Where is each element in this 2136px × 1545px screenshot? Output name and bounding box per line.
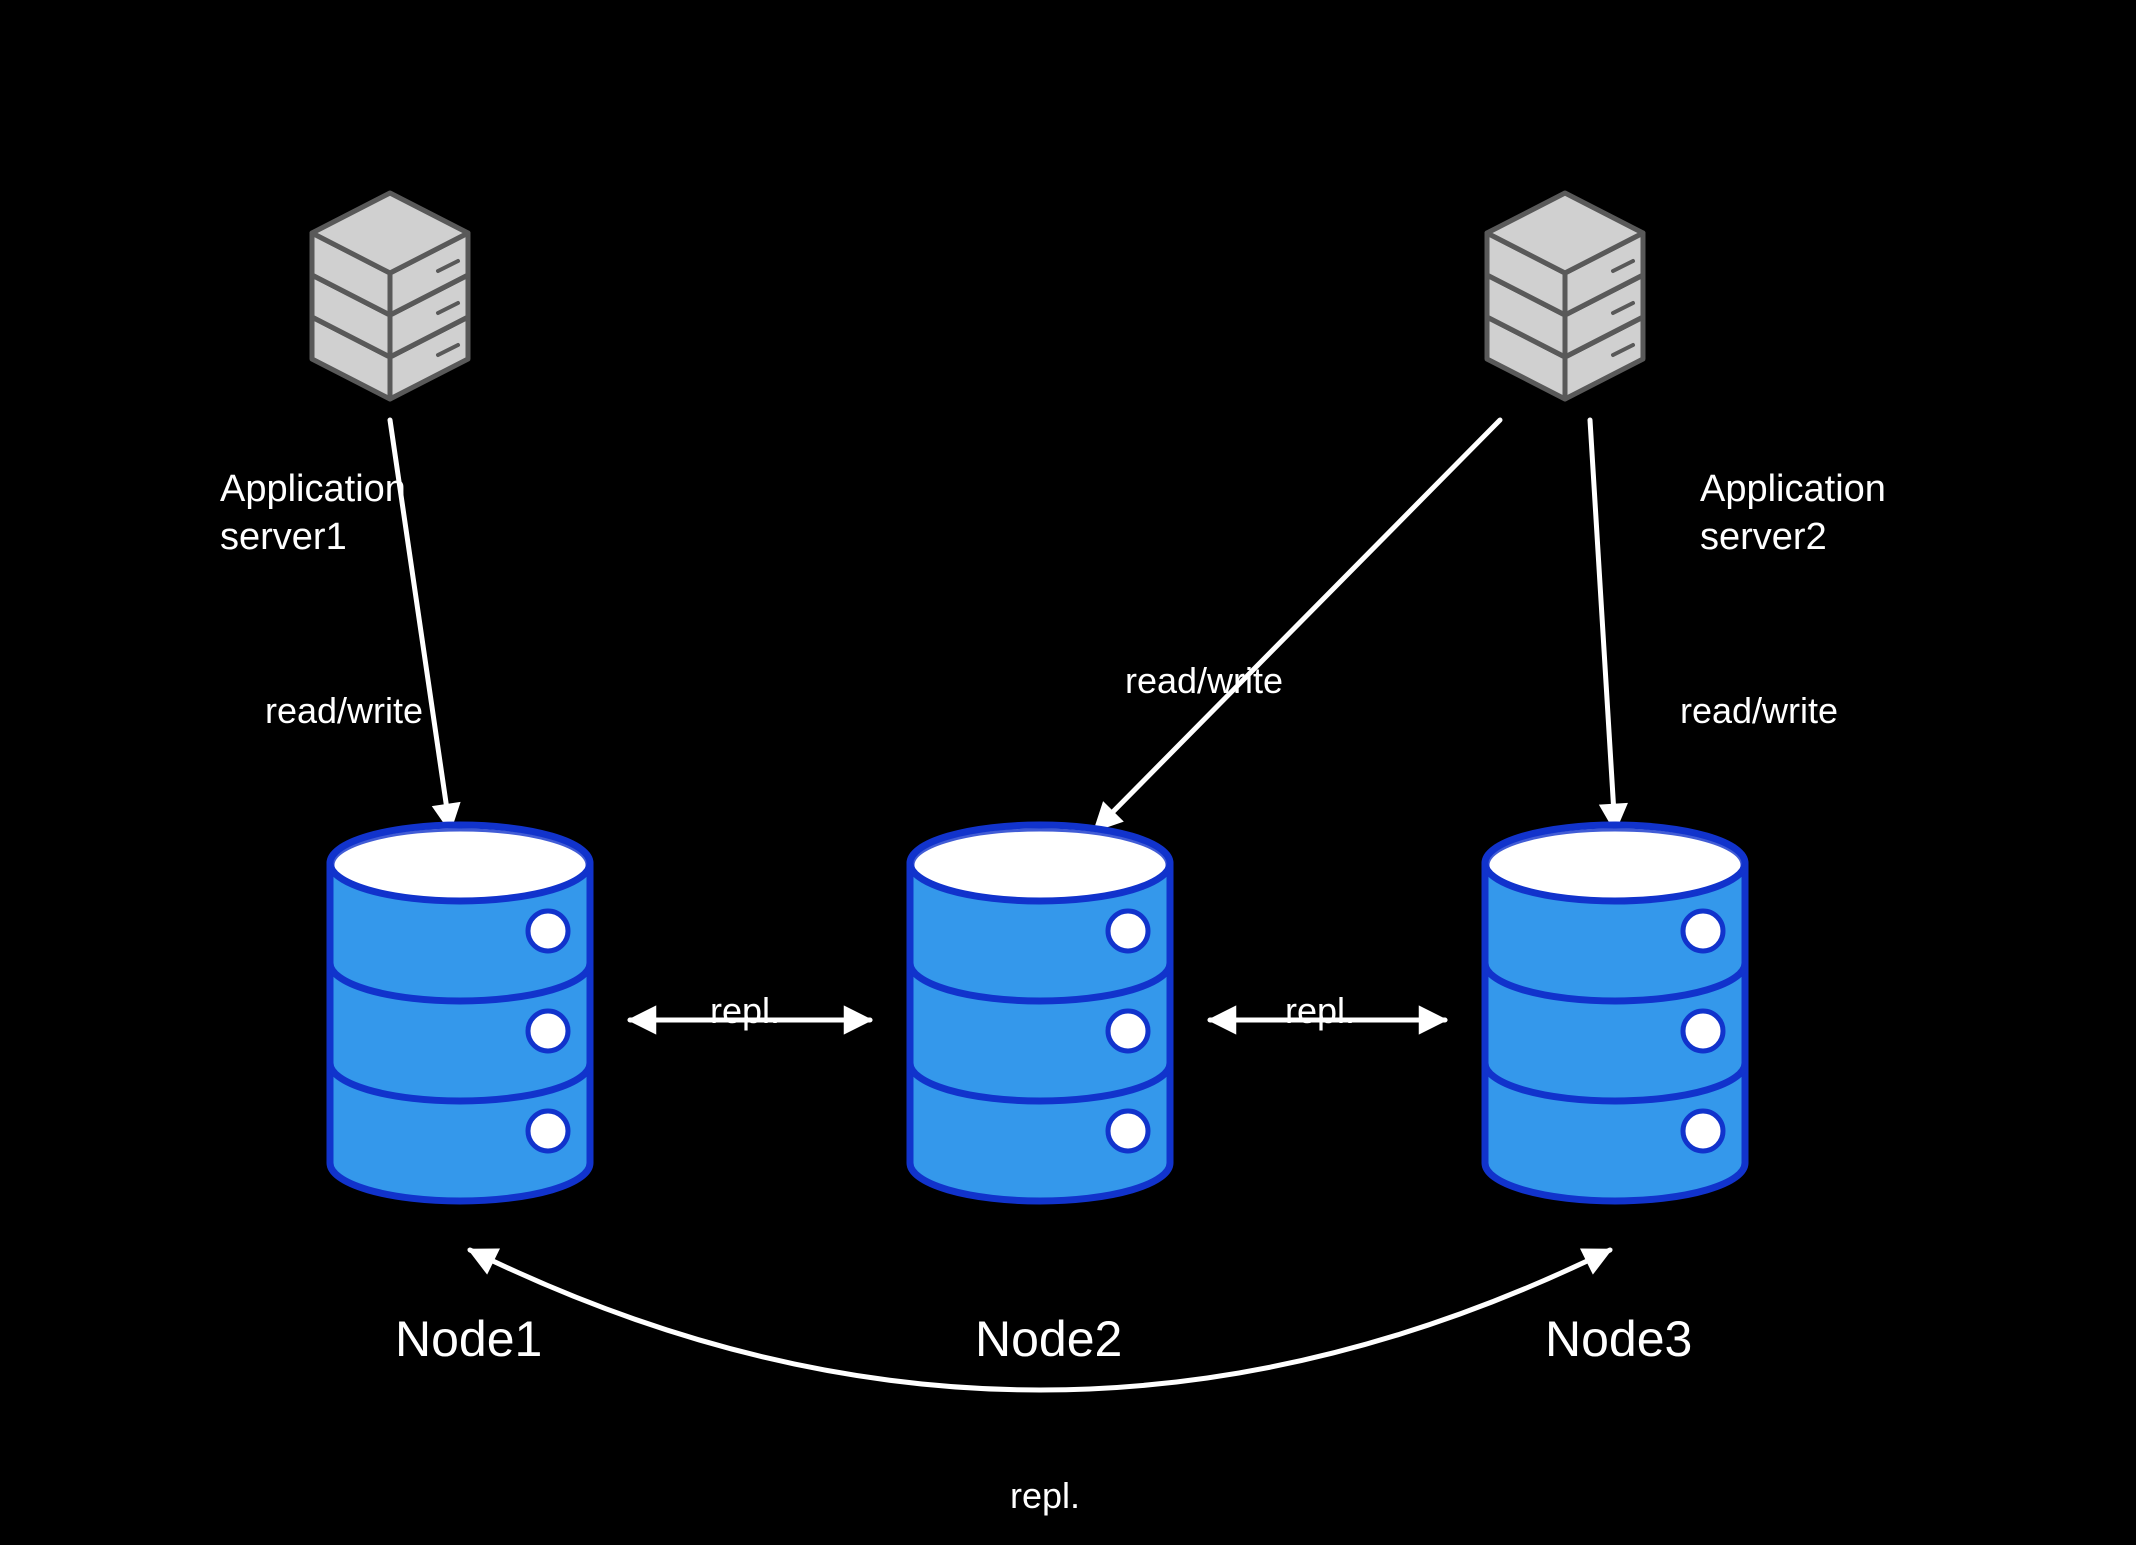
server-icon	[295, 175, 485, 385]
server-label-server2-line2: server2	[1700, 516, 1827, 559]
diagram-canvas: Application server1 Application server2 Node…	[0, 0, 2136, 1545]
edge-e2	[1095, 420, 1500, 830]
server-icon	[1470, 175, 1660, 385]
db-label-node2: Node2	[975, 1310, 1122, 1368]
edge-label-r1: repl.	[710, 990, 780, 1032]
edge-e3	[1590, 420, 1615, 830]
server-label-server2-line1: Application	[1700, 468, 1886, 511]
edge-label-r3: repl.	[1010, 1475, 1080, 1517]
server-label-server1-line2: server1	[220, 516, 347, 559]
database-icon	[1455, 815, 1775, 1205]
db-label-node1: Node1	[395, 1310, 542, 1368]
db-label-node3: Node3	[1545, 1310, 1692, 1368]
server-label-server1-line1: Application	[220, 468, 406, 511]
edge-label-e1: read/write	[265, 690, 423, 732]
database-icon	[880, 815, 1200, 1205]
database-icon	[300, 815, 620, 1205]
edge-label-e2: read/write	[1125, 660, 1283, 702]
edge-label-r2: repl.	[1285, 990, 1355, 1032]
edge-label-e3: read/write	[1680, 690, 1838, 732]
